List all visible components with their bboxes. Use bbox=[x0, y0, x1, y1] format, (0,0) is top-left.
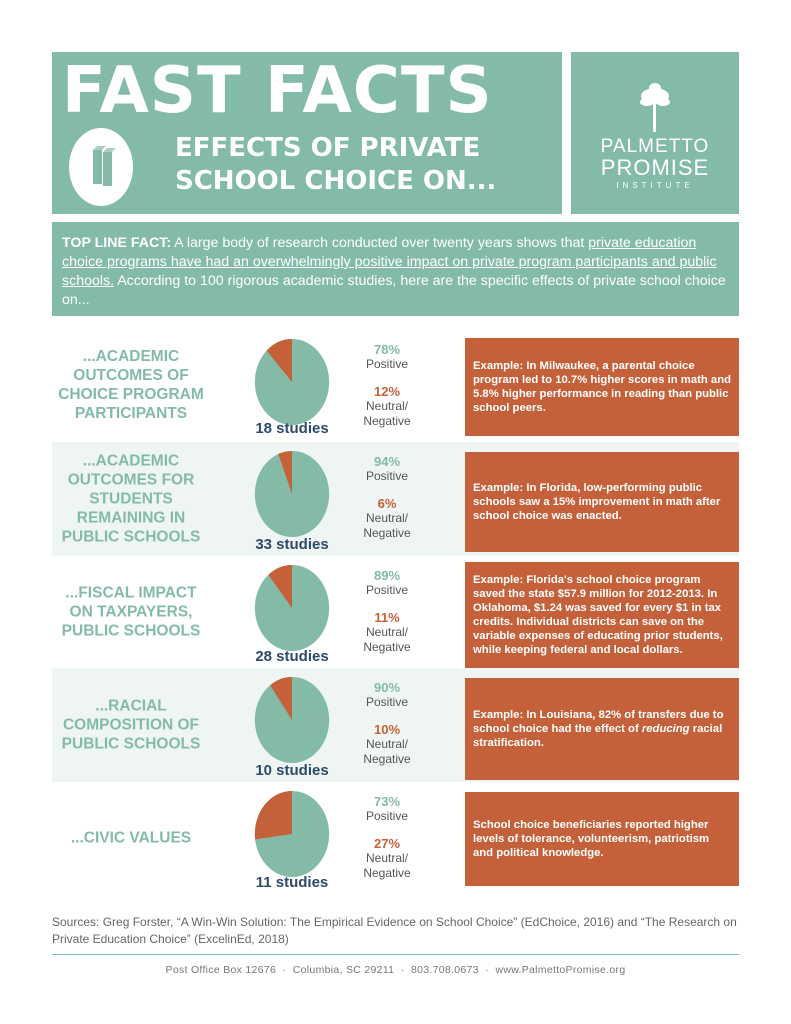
negative-percent: 6% bbox=[377, 496, 397, 511]
example-box: School choice beneficiaries reported hig… bbox=[465, 792, 739, 886]
negative-label: Neutral/ Negative bbox=[363, 625, 411, 654]
negative-label: Neutral/ Negative bbox=[363, 511, 411, 540]
pie-chart bbox=[254, 450, 330, 538]
pie-negative-slice bbox=[278, 450, 292, 494]
negative-label: Neutral/ Negative bbox=[363, 399, 411, 428]
fact-row: ...FISCAL IMPACT ON TAXPAYERS, PUBLIC SC… bbox=[52, 556, 739, 668]
positive-label: Positive bbox=[365, 809, 409, 823]
positive-label: Positive bbox=[365, 695, 409, 709]
subtitle: EFFECTS OF PRIVATE SCHOOL CHOICE ON... bbox=[175, 132, 496, 198]
example-text-part: racial stratification. bbox=[473, 723, 723, 749]
pie-negative-slice bbox=[268, 564, 292, 608]
percent-breakdown: 89% Positive 11% Neutral/ Negative bbox=[352, 568, 422, 655]
palmetto-promise-logo: PALMETTO PROMISE INSTITUTE bbox=[571, 52, 739, 214]
example-box: Example: Florida's school choice program… bbox=[465, 562, 739, 668]
study-count: 28 studies bbox=[255, 648, 329, 665]
example-emphasis: reducing bbox=[641, 723, 690, 735]
example-text: Example: In Florida, low-performing publ… bbox=[473, 482, 721, 522]
fact-row: ...RACIAL COMPOSITION OF PUBLIC SCHOOLS … bbox=[52, 668, 739, 782]
row-label: ...FISCAL IMPACT ON TAXPAYERS, PUBLIC SC… bbox=[61, 584, 201, 640]
percent-breakdown: 90% Positive 10% Neutral/ Negative bbox=[352, 680, 422, 767]
page-title: FAST FACTS bbox=[62, 54, 493, 128]
logo-text: PALMETTO bbox=[600, 136, 710, 157]
top-line-text: A large body of research conducted over … bbox=[171, 235, 589, 251]
negative-percent: 27% bbox=[373, 836, 401, 851]
positive-percent: 94% bbox=[373, 454, 401, 469]
top-line-text: According to 100 rigorous academic studi… bbox=[62, 273, 726, 308]
top-line-label: TOP LINE FACT: bbox=[62, 235, 172, 251]
subtitle-line: EFFECTS OF PRIVATE bbox=[175, 133, 481, 163]
study-count: 33 studies bbox=[255, 536, 329, 553]
pie-chart bbox=[254, 676, 330, 764]
positive-label: Positive bbox=[365, 583, 409, 597]
fact-row: ...CIVIC VALUES 11 studies 73% Positive … bbox=[52, 782, 739, 894]
palm-tree-icon bbox=[640, 83, 670, 132]
negative-percent: 11% bbox=[374, 610, 400, 625]
pie-chart bbox=[254, 790, 330, 878]
example-text-part: Example: In Louisiana, 82% of transfers … bbox=[473, 709, 724, 735]
example-box: Example: In Louisiana, 82% of transfers … bbox=[465, 678, 739, 780]
pie-negative-slice bbox=[270, 676, 292, 720]
fact-row: ...ACADEMIC OUTCOMES FOR STUDENTS REMAIN… bbox=[52, 442, 739, 556]
study-count: 18 studies bbox=[255, 420, 329, 437]
row-label: ...ACADEMIC OUTCOMES OF CHOICE PROGRAM P… bbox=[58, 348, 204, 422]
study-count: 11 studies bbox=[255, 874, 329, 891]
top-line-underlined: private education choice programs have h… bbox=[62, 235, 717, 289]
example-text: Example: In Milwaukee, a parental choice… bbox=[473, 360, 732, 414]
negative-percent: 10% bbox=[373, 722, 401, 737]
percent-breakdown: 94% Positive 6% Neutral/ Negative bbox=[352, 454, 422, 541]
positive-label: Positive bbox=[365, 357, 409, 371]
books-icon bbox=[69, 128, 133, 206]
example-text: School choice beneficiaries reported hig… bbox=[473, 819, 710, 859]
example-text: Example: Florida's school choice program… bbox=[473, 574, 723, 656]
positive-percent: 73% bbox=[373, 794, 401, 809]
top-line-fact: TOP LINE FACT: A large body of research … bbox=[52, 222, 739, 316]
positive-percent: 90% bbox=[373, 680, 401, 695]
pie-negative-slice bbox=[254, 790, 292, 840]
row-label: ...ACADEMIC OUTCOMES FOR STUDENTS REMAIN… bbox=[61, 452, 201, 546]
subtitle-line: SCHOOL CHOICE ON... bbox=[175, 166, 497, 196]
negative-percent: 12% bbox=[373, 384, 401, 399]
sources: Sources: Greg Forster, “A Win-Win Soluti… bbox=[52, 915, 737, 946]
row-label: ...CIVIC VALUES bbox=[70, 829, 192, 847]
logo-text: PROMISE bbox=[600, 155, 710, 180]
pie-chart bbox=[254, 564, 330, 652]
negative-label: Neutral/ Negative bbox=[363, 737, 411, 766]
study-count: 10 studies bbox=[255, 762, 329, 779]
example-box: Example: In Florida, low-performing publ… bbox=[465, 452, 739, 552]
pie-chart bbox=[254, 338, 330, 426]
positive-percent: 89% bbox=[373, 568, 401, 583]
pie-negative-slice bbox=[266, 338, 292, 382]
fact-row: ...ACADEMIC OUTCOMES OF CHOICE PROGRAM P… bbox=[52, 330, 739, 440]
divider bbox=[52, 954, 739, 955]
header-banner: FAST FACTS EFFECTS OF PRIVATE SCHOOL CHOI… bbox=[52, 52, 562, 214]
logo-text: INSTITUTE bbox=[616, 181, 694, 190]
example-text: Example: In Louisiana, 82% of transfers … bbox=[473, 708, 731, 750]
percent-breakdown: 78% Positive 12% Neutral/ Negative bbox=[352, 342, 422, 429]
example-box: Example: In Milwaukee, a parental choice… bbox=[465, 338, 739, 436]
footer-contact: Post Office Box 12676 · Columbia, SC 292… bbox=[165, 964, 626, 976]
positive-percent: 78% bbox=[373, 342, 401, 357]
positive-label: Positive bbox=[365, 469, 409, 483]
row-label: ...RACIAL COMPOSITION OF PUBLIC SCHOOLS bbox=[61, 697, 201, 753]
percent-breakdown: 73% Positive 27% Neutral/ Negative bbox=[352, 794, 422, 881]
negative-label: Neutral/ Negative bbox=[363, 851, 411, 880]
